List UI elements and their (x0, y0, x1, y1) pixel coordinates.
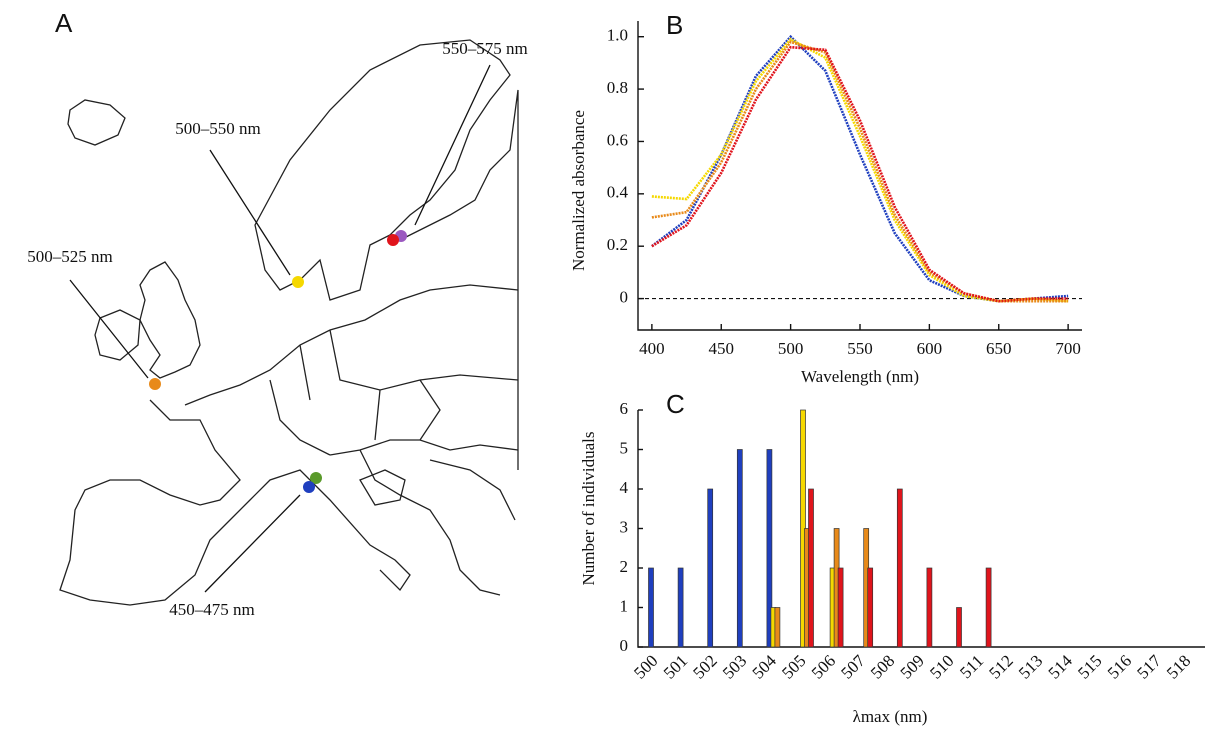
east-border (399, 89, 519, 470)
site-dot (387, 234, 399, 246)
x-tick-label: 511 (956, 651, 987, 682)
x-tick-label: 700 (1055, 339, 1081, 358)
map-label: 450–475 nm (169, 600, 254, 619)
panel-label: A (55, 8, 73, 38)
site-dot (310, 472, 322, 484)
britain (139, 261, 201, 379)
x-tick-label: 500 (778, 339, 804, 358)
ireland (94, 309, 141, 361)
bar (677, 567, 684, 648)
leader-line (69, 279, 149, 379)
x-tick-label: 502 (689, 651, 720, 682)
iceland (67, 99, 126, 146)
leader-line (414, 64, 491, 226)
x-axis-title: Wavelength (nm) (801, 367, 919, 386)
x-tick-label: 503 (719, 651, 750, 682)
y-axis-title: Normalized absorbance (569, 110, 588, 271)
leader-line (209, 149, 291, 276)
bar (648, 567, 654, 648)
bar (956, 607, 962, 648)
x-tick-label: 600 (917, 339, 943, 358)
x-tick-label: 510 (926, 651, 957, 682)
map-label: 500–525 nm (27, 247, 112, 266)
x-tick-label: 516 (1104, 651, 1135, 682)
x-tick-label: 518 (1163, 651, 1194, 682)
absorbance-curve (651, 40, 1069, 303)
bar (774, 607, 781, 648)
scandinavia (254, 39, 511, 301)
leader-line (204, 494, 301, 593)
x-tick-label: 514 (1045, 651, 1077, 683)
map-label: 550–575 nm (442, 39, 527, 58)
x-tick-label: 501 (660, 651, 691, 682)
y-tick-label: 2 (620, 557, 629, 576)
site-dot (149, 378, 161, 390)
map-label: 500–550 nm (175, 119, 260, 138)
bar (707, 488, 714, 648)
bar (896, 488, 903, 648)
y-tick-label: 4 (620, 478, 629, 497)
y-axis-title: Number of individuals (579, 432, 598, 586)
x-tick-label: 504 (749, 651, 781, 683)
panel-label: C (666, 389, 685, 419)
y-tick-label: 0.6 (607, 130, 628, 149)
y-tick-label: 0.4 (607, 183, 629, 202)
y-tick-label: 6 (620, 399, 629, 418)
bar (766, 449, 773, 648)
x-tick-label: 508 (867, 651, 898, 682)
x-tick-label: 513 (1015, 651, 1046, 682)
y-tick-label: 0 (620, 636, 629, 655)
absorbance-curve (651, 34, 1069, 303)
x-tick-label: 506 (808, 651, 839, 682)
bar (736, 449, 743, 648)
bar (837, 567, 844, 648)
bar (985, 567, 992, 648)
x-tick-label: 507 (837, 651, 869, 683)
x-tick-label: 500 (630, 651, 661, 682)
x-tick-label: 650 (986, 339, 1012, 358)
x-tick-label: 400 (639, 339, 665, 358)
y-tick-label: 0 (620, 287, 629, 306)
x-tick-label: 505 (778, 651, 809, 682)
axis-frame (637, 410, 1205, 648)
x-tick-label: 515 (1074, 651, 1105, 682)
y-tick-label: 1.0 (607, 26, 628, 45)
panel-label: B (666, 10, 683, 40)
y-tick-label: 0.8 (607, 78, 628, 97)
borders (59, 284, 519, 606)
y-tick-label: 0.2 (607, 235, 628, 254)
x-tick-label: 509 (897, 651, 928, 682)
y-tick-label: 1 (620, 596, 629, 615)
lake (359, 469, 406, 506)
x-tick-label: 517 (1133, 651, 1165, 683)
x-tick-label: 512 (985, 651, 1016, 682)
x-tick-label: 550 (847, 339, 873, 358)
bar (808, 488, 814, 648)
absorbance-curve (651, 45, 1069, 303)
site-dot (303, 481, 315, 493)
y-tick-label: 5 (620, 438, 629, 457)
site-dot (292, 276, 304, 288)
map (59, 39, 519, 606)
axis-frame (637, 21, 1082, 331)
bar (867, 567, 874, 648)
y-tick-label: 3 (620, 517, 629, 536)
x-axis-title: λmax (nm) (853, 707, 928, 726)
bar (926, 567, 933, 648)
x-tick-label: 450 (709, 339, 735, 358)
